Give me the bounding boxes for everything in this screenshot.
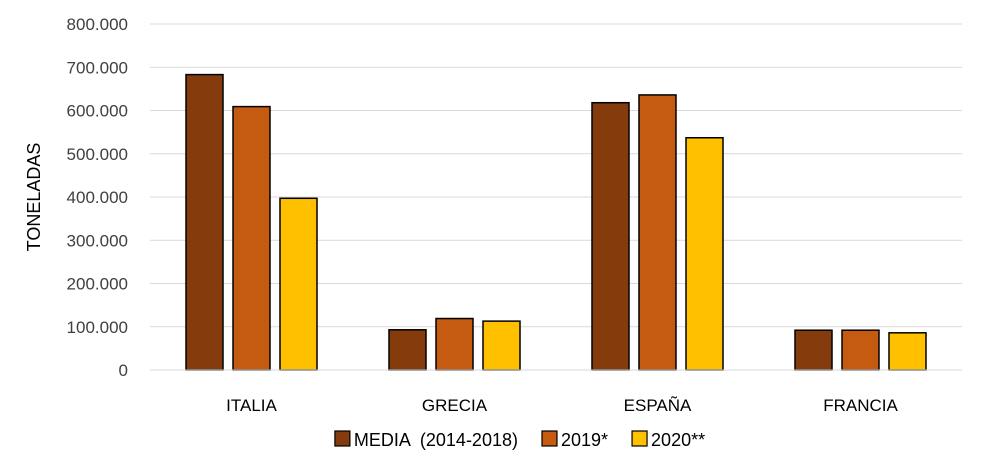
legend-item: 2019* xyxy=(541,430,608,450)
y-tick-label: 700.000 xyxy=(67,58,128,77)
x-category-label: ITALIA xyxy=(226,396,277,415)
legend-label: 2019* xyxy=(561,430,608,450)
x-category-label: FRANCIA xyxy=(823,396,898,415)
legend-swatch xyxy=(541,430,558,447)
legend-swatch xyxy=(334,430,351,447)
legend-swatch xyxy=(631,430,648,447)
bar xyxy=(482,320,521,371)
bar xyxy=(888,332,927,371)
x-axis-categories: ITALIA GRECIA ESPAÑA FRANCIA xyxy=(226,396,898,415)
bar xyxy=(638,94,677,371)
y-axis-ticks: 0 100.000 200.000 300.000 400.000 500.000 600.… xyxy=(67,15,128,380)
bar xyxy=(388,329,427,371)
y-tick-label: 600.000 xyxy=(67,102,128,121)
x-category-label: GRECIA xyxy=(422,396,488,415)
bar xyxy=(591,101,630,371)
gridlines xyxy=(150,23,962,328)
bar xyxy=(185,73,224,371)
y-tick-label: 100.000 xyxy=(67,318,128,337)
legend-label: 2020** xyxy=(651,430,705,450)
y-tick-label: 0 xyxy=(119,361,128,380)
y-tick-label: 800.000 xyxy=(67,15,128,34)
y-tick-label: 300.000 xyxy=(67,231,128,250)
bar xyxy=(685,136,724,371)
x-category-label: ESPAÑA xyxy=(624,396,692,415)
bar xyxy=(279,197,318,371)
y-tick-label: 500.000 xyxy=(67,145,128,164)
bar xyxy=(435,317,474,371)
legend-label: MEDIA (2014-2018) xyxy=(354,430,518,450)
y-tick-label: 200.000 xyxy=(67,275,128,294)
bar xyxy=(841,329,880,371)
legend-item: 2020** xyxy=(631,430,705,450)
y-tick-label: 400.000 xyxy=(67,188,128,207)
legend: MEDIA (2014-2018) 2019* 2020** xyxy=(334,430,705,450)
bar xyxy=(794,329,833,371)
legend-item: MEDIA (2014-2018) xyxy=(334,430,518,450)
bars xyxy=(185,73,927,371)
bar xyxy=(232,105,271,371)
y-axis-label: TONELADAS xyxy=(24,143,44,252)
